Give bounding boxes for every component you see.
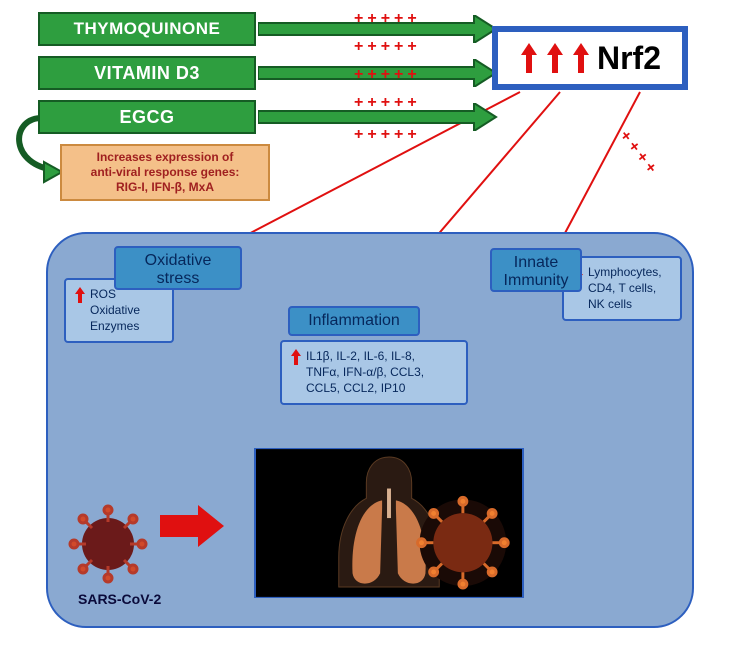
up-arrow-icon — [519, 41, 539, 75]
antiviral-line3: RIG-I, IFN-β, MxA — [68, 180, 262, 195]
oxidative-title: Oxidative stress — [114, 246, 242, 290]
inn-line: Lymphocytes, — [588, 264, 662, 280]
antiviral-line1: Increases expression of — [68, 150, 262, 165]
big-red-arrow-icon — [158, 503, 228, 554]
lung-image-panel — [254, 448, 524, 598]
ox-line: Enzymes — [90, 318, 140, 334]
inflammation-title: Inflammation — [288, 306, 420, 336]
inf-line: TNFα, IFN-α/β, CCL3, — [306, 364, 424, 380]
compound-box: EGCG — [38, 100, 256, 134]
plus-marker: +++++ — [354, 38, 421, 56]
antiviral-line2: anti-viral response genes: — [68, 165, 262, 180]
plus-marker: +++++ — [354, 66, 421, 84]
nrf2-label: Nrf2 — [597, 40, 661, 77]
inn-line: NK cells — [588, 296, 662, 312]
sars-label: SARS-CoV-2 — [78, 591, 161, 607]
sars-virus-icon — [68, 504, 148, 589]
inn-line: CD4, T cells, — [588, 280, 662, 296]
ox-line: Oxidative — [90, 302, 140, 318]
inf-line: IL1β, IL-2, IL-6, IL-8, — [306, 348, 424, 364]
inf-line: CCL5, CCL2, IP10 — [306, 380, 424, 396]
antiviral-genes-box: Increases expression of anti-viral respo… — [60, 144, 270, 201]
inflammation-body: IL1β, IL-2, IL-6, IL-8, TNFα, IFN-α/β, C… — [280, 340, 468, 405]
compound-box: VITAMIN D3 — [38, 56, 256, 90]
plus-marker: +++++ — [354, 126, 421, 144]
up-arrow-icon — [571, 41, 591, 75]
up-arrow-icon — [290, 348, 302, 366]
plus-marker: +++++ — [354, 10, 421, 28]
compound-box: THYMOQUINONE — [38, 12, 256, 46]
plus-marker: +++++ — [354, 94, 421, 112]
up-arrow-icon — [74, 286, 86, 304]
up-arrow-icon — [545, 41, 565, 75]
nrf2-box: Nrf2 — [492, 26, 688, 90]
innate-title: Innate Immunity — [490, 248, 582, 292]
